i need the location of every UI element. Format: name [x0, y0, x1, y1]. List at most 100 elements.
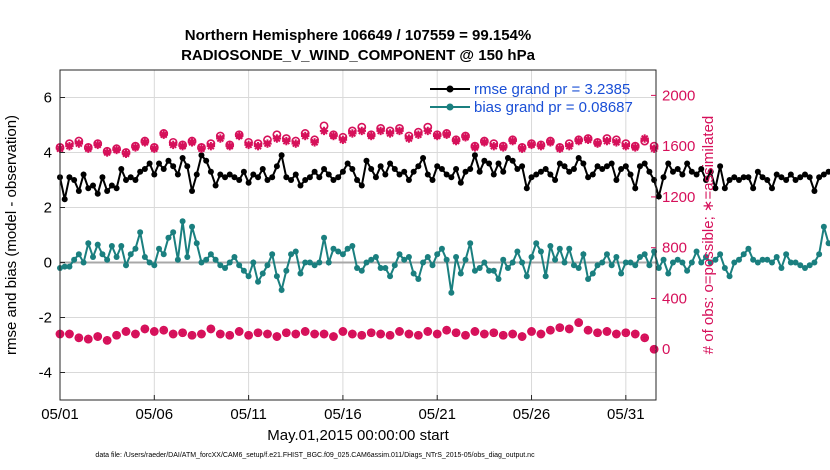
data-point [514, 248, 521, 255]
data-point [349, 166, 356, 172]
data-point [363, 157, 370, 164]
data-point [528, 254, 535, 260]
data-point [655, 193, 662, 200]
obs-assimilated-marker [527, 140, 536, 150]
y-tick-label-left: -4 [39, 365, 52, 382]
data-point [66, 174, 73, 181]
obs-assimilated-marker-stroke [254, 142, 262, 150]
obs-assimilated-marker-stroke [197, 330, 206, 338]
obs-assimilated-marker-stroke [527, 327, 536, 336]
obs-assimilated-marker-stroke [207, 325, 215, 333]
data-point [533, 171, 540, 178]
data-point [486, 267, 493, 274]
data-point [179, 155, 186, 161]
data-point [547, 171, 554, 178]
legend-rmse-label: rmse grand pr = 3.2385 [474, 81, 630, 98]
data-point [787, 259, 794, 266]
obs-assimilated-marker [385, 331, 395, 340]
data-point [372, 174, 379, 181]
data-point [693, 248, 700, 255]
data-point [85, 185, 92, 192]
obs-assimilated-marker [423, 126, 432, 136]
data-point [599, 259, 606, 266]
data-point [335, 174, 342, 181]
data-point [85, 240, 92, 247]
data-point [523, 185, 530, 192]
data-point [354, 265, 361, 271]
data-point [325, 259, 332, 266]
data-point [382, 265, 389, 271]
data-point [773, 171, 780, 178]
data-point [207, 251, 214, 258]
data-point [443, 171, 450, 178]
obs-assimilated-marker-stroke [339, 327, 347, 336]
data-point [764, 177, 771, 183]
data-point [735, 256, 742, 263]
data-point [792, 259, 799, 266]
data-point [108, 243, 115, 249]
data-point [198, 259, 205, 266]
obs-assimilated-marker-stroke [367, 329, 375, 337]
series-4 [55, 318, 659, 354]
data-point [702, 177, 709, 183]
data-point [207, 168, 214, 175]
data-point [825, 168, 830, 175]
obs-assimilated-marker-stroke [546, 326, 555, 334]
data-point [344, 245, 351, 252]
obs-assimilated-marker [357, 331, 366, 340]
obs-assimilated-marker-stroke [150, 327, 158, 336]
y-tick-label-left: 0 [44, 255, 52, 272]
obs-assimilated-marker-stroke [169, 141, 177, 149]
data-point [292, 248, 299, 255]
data-point [585, 174, 592, 181]
obs-assimilated-marker [499, 331, 508, 340]
data-point [240, 168, 247, 175]
obs-assimilated-marker-stroke [433, 132, 441, 140]
data-point [174, 256, 181, 263]
data-point [773, 254, 780, 260]
data-point [264, 177, 271, 183]
data-point [141, 254, 148, 260]
data-point [165, 157, 172, 164]
obs-assimilated-marker-stroke [273, 332, 281, 341]
data-point [283, 174, 290, 181]
obs-assimilated-marker [291, 139, 300, 148]
obs-assimilated-marker [612, 329, 621, 339]
obs-assimilated-marker-stroke [103, 336, 111, 345]
obs-assimilated-marker [536, 141, 546, 151]
obs-assimilated-marker [593, 328, 602, 337]
data-point [401, 168, 408, 175]
obs-assimilated-marker-stroke [405, 330, 413, 338]
data-point [669, 259, 676, 266]
obs-assimilated-marker-stroke [141, 138, 149, 147]
data-point [552, 256, 559, 263]
obs-assimilated-marker [517, 144, 527, 153]
data-point [292, 171, 299, 178]
data-point [778, 265, 785, 271]
data-point [802, 171, 808, 178]
data-point [740, 174, 747, 181]
data-point [453, 254, 460, 260]
data-point [561, 163, 568, 170]
obs-assimilated-marker [329, 332, 338, 341]
obs-assimilated-marker-stroke [367, 132, 375, 140]
obs-assimilated-marker-stroke [263, 330, 272, 338]
obs-assimilated-marker [263, 329, 272, 339]
obs-assimilated-marker-stroke [508, 137, 517, 145]
data-point [410, 270, 417, 277]
data-point [405, 254, 412, 260]
obs-assimilated-marker [546, 138, 555, 147]
data-point [457, 179, 464, 186]
data-point [283, 267, 290, 274]
data-point [396, 171, 403, 178]
obs-assimilated-marker-stroke [169, 330, 177, 338]
obs-assimilated-marker-stroke [480, 330, 489, 338]
y-tick-label-left: -2 [39, 310, 52, 327]
data-point [288, 177, 295, 183]
obs-assimilated-marker-stroke [631, 330, 639, 338]
plot-area-frame [59, 69, 657, 401]
obs-assimilated-marker [93, 140, 102, 150]
data-point [669, 168, 676, 175]
data-point [226, 259, 233, 266]
data-point [108, 182, 115, 189]
